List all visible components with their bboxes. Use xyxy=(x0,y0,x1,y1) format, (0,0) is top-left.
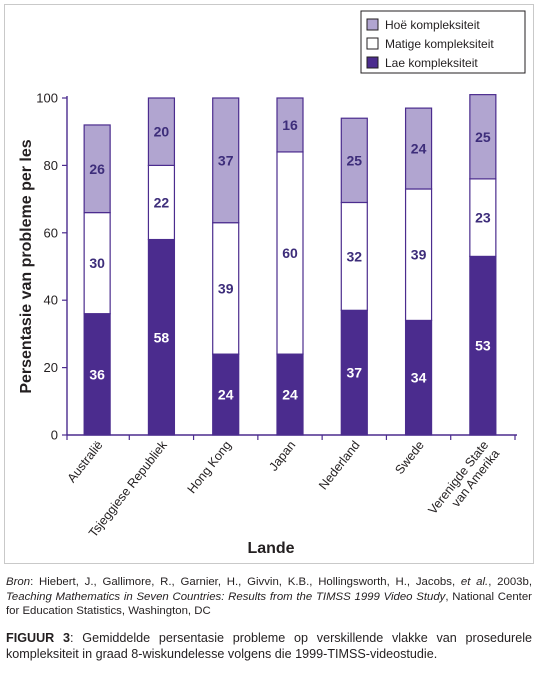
bar-value-label: 32 xyxy=(346,248,362,264)
bar-segment-matige-kompleksiteit xyxy=(469,178,497,257)
x-tick-label: Japan xyxy=(266,438,298,473)
bar-segment-lae-kompleksiteit xyxy=(404,319,433,436)
bar-value-label: 37 xyxy=(346,365,362,381)
chart-frame: 0 20 40 60 80 100 Persentasie van probleme per… xyxy=(4,4,534,564)
y-tick-label: 0 xyxy=(51,428,58,443)
bar-value-label: 24 xyxy=(282,387,298,403)
bar-value-label: 20 xyxy=(154,124,170,140)
bar-value-label: 25 xyxy=(475,129,491,145)
bar-segment-ho-kompleksiteit xyxy=(276,97,304,153)
legend-swatch xyxy=(366,18,379,31)
legend-swatch xyxy=(366,56,379,69)
bar-value-label: 39 xyxy=(411,247,427,263)
y-tick-label: 100 xyxy=(36,91,58,106)
bar-segment-ho-kompleksiteit xyxy=(340,117,368,204)
x-tick-label: Nederland xyxy=(316,438,363,492)
source-note: Bron: Hiebert, J., Gallimore, R., Garnie… xyxy=(6,575,532,619)
x-tick-label: Australië xyxy=(65,438,106,485)
x-tick-label-line: Nederland xyxy=(316,438,363,492)
caption-text: : Gemiddelde persentasie probleme op ver… xyxy=(6,631,533,661)
bar-value-label: 24 xyxy=(218,387,234,403)
bar-value-label: 26 xyxy=(89,161,105,177)
x-tick-label: Verenigde Statevan Amerika xyxy=(425,438,502,525)
legend-swatch xyxy=(366,37,379,50)
bar-segment-ho-kompleksiteit xyxy=(469,94,497,180)
y-tick-label: 20 xyxy=(44,360,58,375)
bar-value-label: 60 xyxy=(282,245,298,261)
bar-segment-matige-kompleksiteit xyxy=(83,211,111,315)
figure-caption: FIGUUR 3: Gemiddelde persentasie problem… xyxy=(6,630,532,662)
x-tick-label-line: Swede xyxy=(392,438,427,477)
bar-segment-matige-kompleksiteit xyxy=(404,188,433,322)
x-tick-label-line: Japan xyxy=(266,438,298,473)
bar-value-label: 37 xyxy=(218,152,234,168)
bar-value-label: 34 xyxy=(411,370,427,386)
bar-value-label: 36 xyxy=(89,366,105,382)
bar-segment-ho-kompleksiteit xyxy=(404,107,433,190)
bar-value-label: 58 xyxy=(154,329,170,345)
legend-label: Lae kompleksiteit xyxy=(385,56,478,70)
bar-segment-lae-kompleksiteit xyxy=(340,309,368,436)
stacked-bar-chart: 0 20 40 60 80 100 Persentasie van probleme per… xyxy=(18,10,526,557)
bar-segment-matige-kompleksiteit xyxy=(276,151,304,355)
bar-segment-ho-kompleksiteit xyxy=(147,97,176,167)
legend-box xyxy=(360,10,526,74)
source-authors: : Hiebert, J., Gallimore, R., Garnier, H… xyxy=(30,576,461,588)
bar-segment-ho-kompleksiteit xyxy=(212,97,240,224)
x-axis-title: Lande xyxy=(247,540,294,557)
bar-segment-lae-kompleksiteit xyxy=(147,238,176,436)
x-tick-label-line: Hong Kong xyxy=(185,438,235,496)
bar-segment-matige-kompleksiteit xyxy=(147,164,176,241)
bar-value-label: 39 xyxy=(218,280,234,296)
legend-label: Matige kompleksiteit xyxy=(385,37,494,51)
source-title: Teaching Mathematics in Seven Countries:… xyxy=(6,590,446,603)
x-tick-label-line: Australië xyxy=(65,438,106,485)
y-tick-label: 40 xyxy=(44,293,58,308)
bar-value-label: 23 xyxy=(475,210,491,226)
bar-value-label: 30 xyxy=(89,255,105,271)
caption-label: FIGUUR 3 xyxy=(6,631,71,645)
bar-value-label: 16 xyxy=(282,117,298,133)
bar-value-label: 25 xyxy=(346,152,362,168)
bar-segment-lae-kompleksiteit xyxy=(469,255,497,436)
bar-value-label: 24 xyxy=(411,141,427,157)
x-tick-label: Swede xyxy=(392,438,427,477)
y-tick-label: 80 xyxy=(44,158,58,173)
bar-segment-matige-kompleksiteit xyxy=(340,201,368,311)
bar-segment-ho-kompleksiteit xyxy=(83,124,111,214)
bar-value-label: 53 xyxy=(475,338,491,354)
source-etal: et al. xyxy=(460,576,489,588)
source-label: Bron xyxy=(6,576,31,588)
bar-segment-lae-kompleksiteit xyxy=(276,353,304,436)
y-axis-title: Persentasie van probleme per les xyxy=(18,139,35,393)
bar-value-label: 22 xyxy=(154,194,170,210)
legend-label: Hoë kompleksiteit xyxy=(385,18,480,32)
source-year: , 2003b, xyxy=(488,576,532,588)
x-tick-label: Hong Kong xyxy=(185,438,235,496)
source-publisher: , National Center for Education Statisti… xyxy=(6,590,532,618)
y-tick-label: 60 xyxy=(44,225,58,240)
